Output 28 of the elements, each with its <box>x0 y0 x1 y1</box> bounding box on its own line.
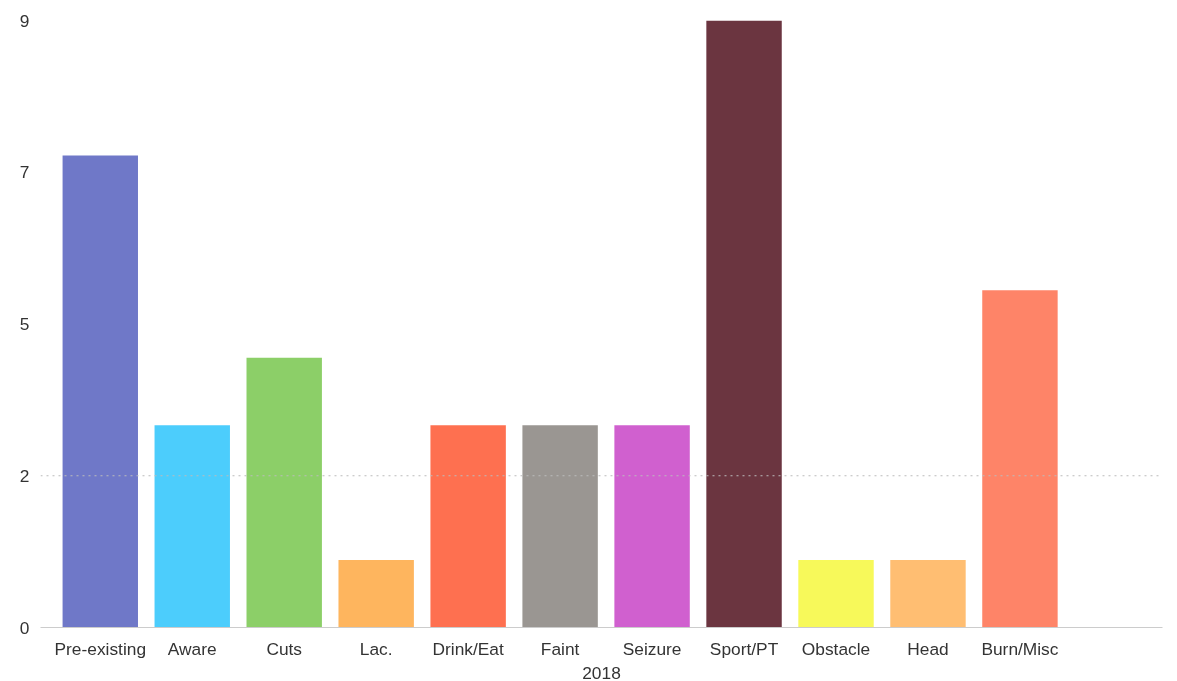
bar <box>614 425 690 628</box>
x-tick-label: Drink/Eat <box>432 638 504 659</box>
y-tick-label: 7 <box>19 162 30 183</box>
x-tick-label: Lac. <box>359 638 393 659</box>
bar <box>522 425 598 628</box>
x-tick-label: Faint <box>540 638 580 659</box>
bar <box>338 560 414 628</box>
bar <box>246 357 322 628</box>
x-tick-label: Burn/Misc <box>981 638 1059 659</box>
x-tick-label: Obstacle <box>801 638 871 659</box>
bar <box>890 560 966 628</box>
x-axis-title: 2018 <box>582 662 621 681</box>
x-tick-label: Cuts <box>266 638 303 659</box>
bar <box>706 20 782 628</box>
y-tick-label: 5 <box>19 314 30 334</box>
x-tick-label: Head <box>907 638 949 659</box>
x-tick-label: Seizure <box>622 638 682 659</box>
bar <box>798 560 874 628</box>
bar <box>430 425 506 628</box>
y-tick-label: 9 <box>19 10 30 31</box>
x-tick-label: Pre-existing <box>54 638 147 659</box>
bar <box>62 155 138 628</box>
bar <box>154 425 230 628</box>
y-tick-label: 2 <box>19 465 30 486</box>
x-tick-label: Aware <box>167 638 217 659</box>
x-tick-label: Sport/PT <box>709 638 779 659</box>
y-tick-label: 0 <box>19 617 30 638</box>
bar <box>982 290 1058 628</box>
